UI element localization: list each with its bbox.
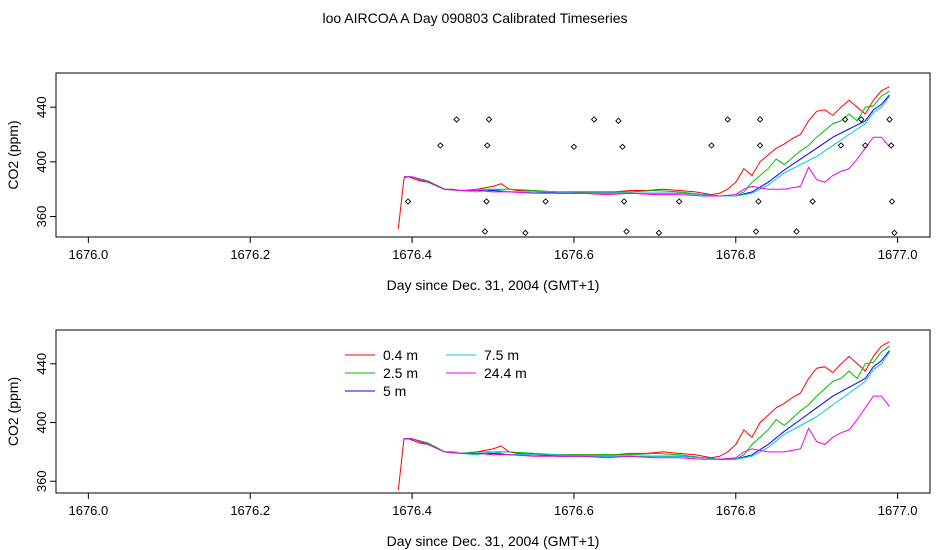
data-point-marker xyxy=(404,198,412,205)
data-point-marker xyxy=(752,228,760,235)
panel-bottom: 1676.0 1676.2 1676.4 1676.6 1676.8 1677.0 360 4… xyxy=(5,329,931,549)
y-tick-label: 360 xyxy=(34,470,49,492)
plot-frame xyxy=(55,72,931,238)
x-axis-label: Day since Dec. 31, 2004 (GMT+1) xyxy=(387,533,600,549)
y-tick-label: 400 xyxy=(34,412,49,434)
data-point-marker xyxy=(888,198,896,205)
data-point-marker xyxy=(857,116,865,123)
series-line-1 xyxy=(404,90,890,197)
legend-label-4: 24.4 m xyxy=(484,365,527,381)
data-point-marker xyxy=(522,229,529,237)
legend-label-3: 7.5 m xyxy=(484,347,519,363)
data-point-marker xyxy=(437,142,444,149)
data-point-marker xyxy=(793,228,800,235)
plot-frame xyxy=(55,329,931,494)
legend: 0.4 m 2.5 m 5 m 7.5 m 24.4 m xyxy=(345,347,527,399)
x-tick-label: 1676.4 xyxy=(392,503,432,518)
y-tick-label: 440 xyxy=(34,353,49,375)
x-tick-label: 1676.8 xyxy=(716,247,756,262)
series-line-1 xyxy=(404,345,890,460)
legend-label-0: 0.4 m xyxy=(383,347,418,363)
series-line-0 xyxy=(397,86,890,229)
y-tick-label: 400 xyxy=(34,151,49,173)
data-point-marker xyxy=(809,198,816,205)
series-line-2 xyxy=(404,94,890,197)
x-tick-label: 1676.8 xyxy=(716,503,756,518)
data-point-marker xyxy=(620,198,628,205)
data-point-marker xyxy=(886,116,893,123)
series-line-3 xyxy=(404,351,890,460)
x-tick-label: 1676.2 xyxy=(230,247,270,262)
data-point-marker xyxy=(756,142,764,149)
x-tick-label: 1676.4 xyxy=(392,247,432,262)
series-line-0 xyxy=(397,341,890,491)
data-point-marker xyxy=(484,142,491,149)
x-axis-label: Day since Dec. 31, 2004 (GMT+1) xyxy=(387,277,600,293)
data-point-marker xyxy=(708,142,715,149)
data-point-marker xyxy=(453,116,460,123)
y-axis-label: CO2 (ppm) xyxy=(5,377,21,446)
y-tick-label: 360 xyxy=(34,206,49,228)
x-tick-label: 1676.2 xyxy=(230,503,270,518)
data-point-marker xyxy=(481,228,489,235)
data-point-marker xyxy=(675,198,683,205)
data-point-marker xyxy=(483,198,490,205)
panel-top: 1676.0 1676.2 1676.4 1676.6 1676.8 1677.0 360 4… xyxy=(5,72,931,293)
data-point-marker xyxy=(570,143,578,151)
data-point-marker xyxy=(623,228,630,235)
legend-label-2: 5 m xyxy=(383,383,406,399)
data-point-marker xyxy=(837,142,845,149)
data-point-marker xyxy=(542,198,549,205)
series-line-4 xyxy=(404,136,890,197)
figure-title: loo AIRCOA A Day 090803 Calibrated Times… xyxy=(322,10,628,26)
data-point-marker xyxy=(615,117,622,125)
x-tick-label: 1677.0 xyxy=(878,247,918,262)
data-point-marker xyxy=(619,143,626,151)
x-tick-label: 1677.0 xyxy=(878,503,918,518)
x-tick-label: 1676.6 xyxy=(554,503,594,518)
y-tick-label: 440 xyxy=(34,96,49,118)
data-point-marker xyxy=(755,198,762,205)
series-line-3 xyxy=(404,95,890,197)
x-tick-label: 1676.0 xyxy=(68,503,108,518)
data-point-marker xyxy=(724,116,731,123)
series-line-2 xyxy=(404,350,890,460)
legend-label-1: 2.5 m xyxy=(383,365,418,381)
data-point-marker xyxy=(887,142,895,149)
data-point-marker xyxy=(891,229,898,237)
data-point-marker xyxy=(862,142,869,149)
x-tick-label: 1676.0 xyxy=(68,247,108,262)
y-axis-label: CO2 (ppm) xyxy=(5,120,21,189)
x-tick-label: 1676.6 xyxy=(554,247,594,262)
series-line-4 xyxy=(404,395,890,460)
data-point-marker xyxy=(756,116,764,123)
data-point-marker xyxy=(590,116,598,123)
data-point-marker xyxy=(841,116,849,123)
data-point-marker xyxy=(655,229,663,237)
data-point-marker xyxy=(485,116,493,123)
